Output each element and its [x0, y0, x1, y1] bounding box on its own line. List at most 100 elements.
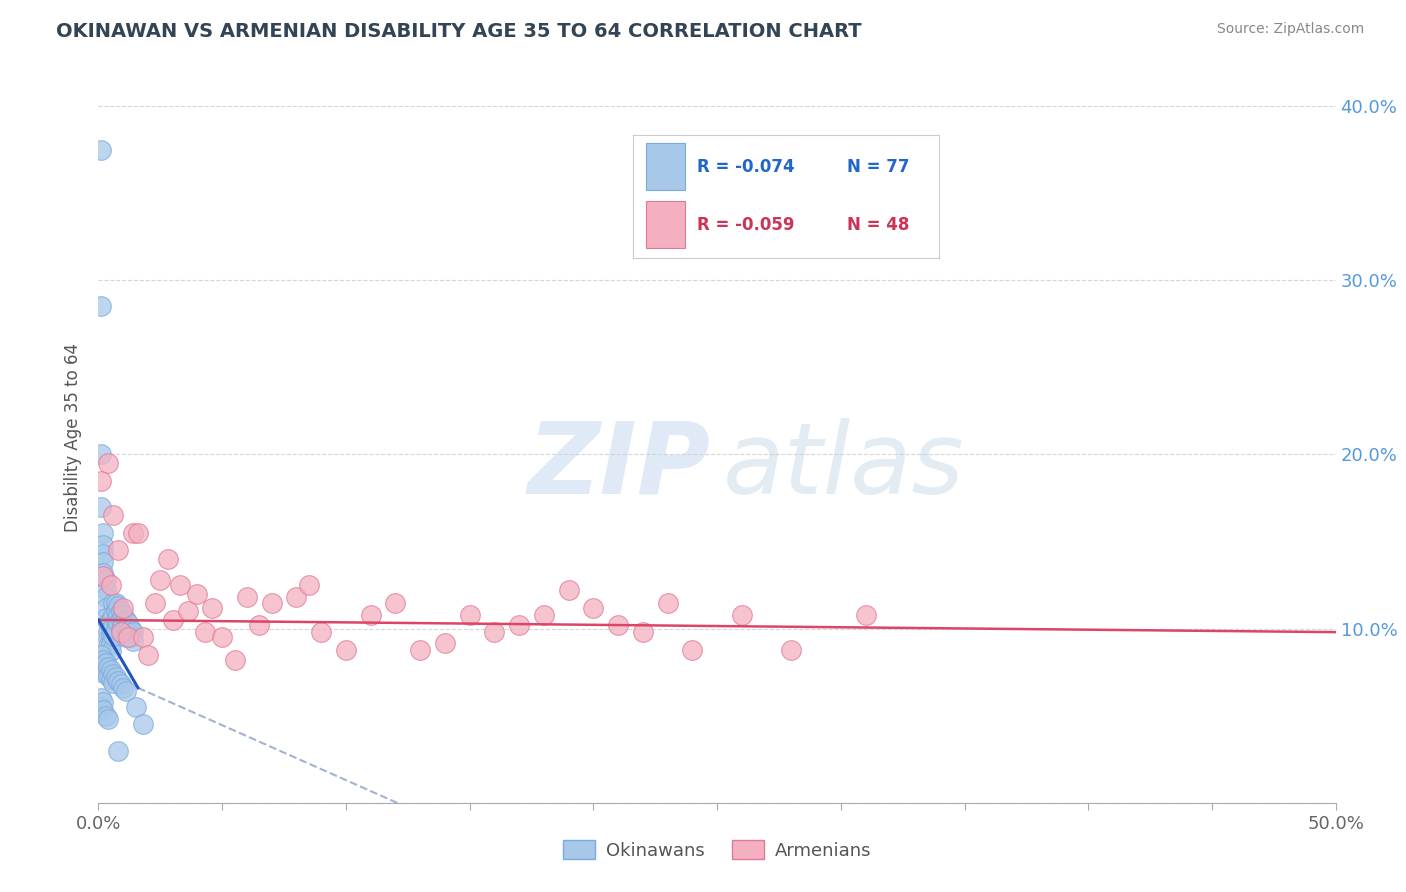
- Point: [110, 622, 132, 636]
- Point: [97, 616, 120, 631]
- Point: [132, 717, 155, 731]
- Point: [100, 664, 122, 678]
- Point: [607, 618, 630, 632]
- Point: [94, 665, 117, 680]
- Point: [94, 600, 117, 615]
- Point: [458, 607, 481, 622]
- Point: [107, 543, 129, 558]
- Point: [90, 448, 112, 462]
- Point: [93, 566, 115, 580]
- Point: [94, 657, 117, 671]
- Point: [100, 622, 122, 636]
- Point: [780, 642, 803, 657]
- Point: [97, 456, 120, 470]
- Y-axis label: Disability Age 35 to 64: Disability Age 35 to 64: [65, 343, 83, 532]
- Legend: Okinawans, Armenians: Okinawans, Armenians: [555, 833, 879, 867]
- Point: [100, 672, 122, 686]
- Text: Source: ZipAtlas.com: Source: ZipAtlas.com: [1216, 22, 1364, 37]
- Point: [260, 595, 283, 609]
- Point: [90, 300, 112, 314]
- Point: [103, 667, 125, 681]
- Text: N = 48: N = 48: [846, 216, 910, 234]
- Point: [335, 642, 357, 657]
- Point: [97, 625, 120, 640]
- Point: [117, 631, 139, 645]
- Text: OKINAWAN VS ARMENIAN DISABILITY AGE 35 TO 64 CORRELATION CHART: OKINAWAN VS ARMENIAN DISABILITY AGE 35 T…: [56, 22, 862, 41]
- Point: [162, 613, 184, 627]
- Point: [247, 618, 270, 632]
- Point: [90, 665, 112, 680]
- Point: [90, 474, 112, 488]
- Point: [93, 538, 115, 552]
- Point: [100, 637, 122, 651]
- Point: [156, 552, 179, 566]
- Point: [93, 547, 115, 561]
- Point: [117, 625, 139, 640]
- Point: [90, 143, 112, 157]
- Point: [103, 675, 125, 690]
- Point: [110, 625, 132, 640]
- Text: atlas: atlas: [723, 417, 965, 515]
- Point: [100, 613, 122, 627]
- Point: [409, 642, 432, 657]
- Point: [93, 704, 115, 718]
- Point: [127, 525, 149, 540]
- Point: [112, 616, 135, 631]
- Text: N = 77: N = 77: [846, 158, 910, 176]
- Point: [103, 508, 125, 523]
- Point: [90, 700, 112, 714]
- Point: [93, 556, 115, 570]
- Point: [103, 618, 125, 632]
- Point: [103, 595, 125, 609]
- Point: [104, 604, 127, 618]
- Point: [114, 684, 136, 698]
- Point: [176, 604, 198, 618]
- Point: [97, 712, 120, 726]
- Point: [93, 653, 115, 667]
- Point: [384, 595, 406, 609]
- Point: [657, 595, 679, 609]
- Point: [120, 622, 142, 636]
- Point: [93, 660, 115, 674]
- Point: [114, 613, 136, 627]
- Point: [631, 625, 654, 640]
- Point: [100, 578, 122, 592]
- Point: [124, 700, 146, 714]
- Point: [97, 639, 120, 653]
- Point: [132, 631, 155, 645]
- Point: [100, 644, 122, 658]
- Point: [120, 631, 142, 645]
- Point: [93, 569, 115, 583]
- Point: [681, 642, 703, 657]
- Point: [104, 613, 127, 627]
- Point: [112, 681, 135, 695]
- Point: [433, 635, 456, 649]
- Bar: [645, 144, 685, 190]
- Point: [122, 625, 145, 640]
- Point: [236, 591, 259, 605]
- Point: [533, 607, 555, 622]
- Point: [110, 604, 132, 618]
- Point: [93, 525, 115, 540]
- Point: [582, 600, 605, 615]
- Point: [224, 653, 246, 667]
- Text: ZIP: ZIP: [527, 417, 711, 515]
- Point: [90, 648, 112, 662]
- Point: [149, 573, 172, 587]
- Point: [508, 618, 530, 632]
- Point: [201, 600, 224, 615]
- Point: [107, 607, 129, 622]
- Point: [94, 583, 117, 598]
- Point: [107, 743, 129, 757]
- Point: [122, 525, 145, 540]
- Point: [97, 632, 120, 646]
- Point: [103, 607, 125, 622]
- Point: [112, 625, 135, 640]
- Point: [94, 573, 117, 587]
- Point: [557, 583, 579, 598]
- Point: [114, 631, 136, 645]
- Point: [117, 616, 139, 631]
- Point: [94, 708, 117, 723]
- Point: [143, 595, 166, 609]
- Point: [484, 625, 506, 640]
